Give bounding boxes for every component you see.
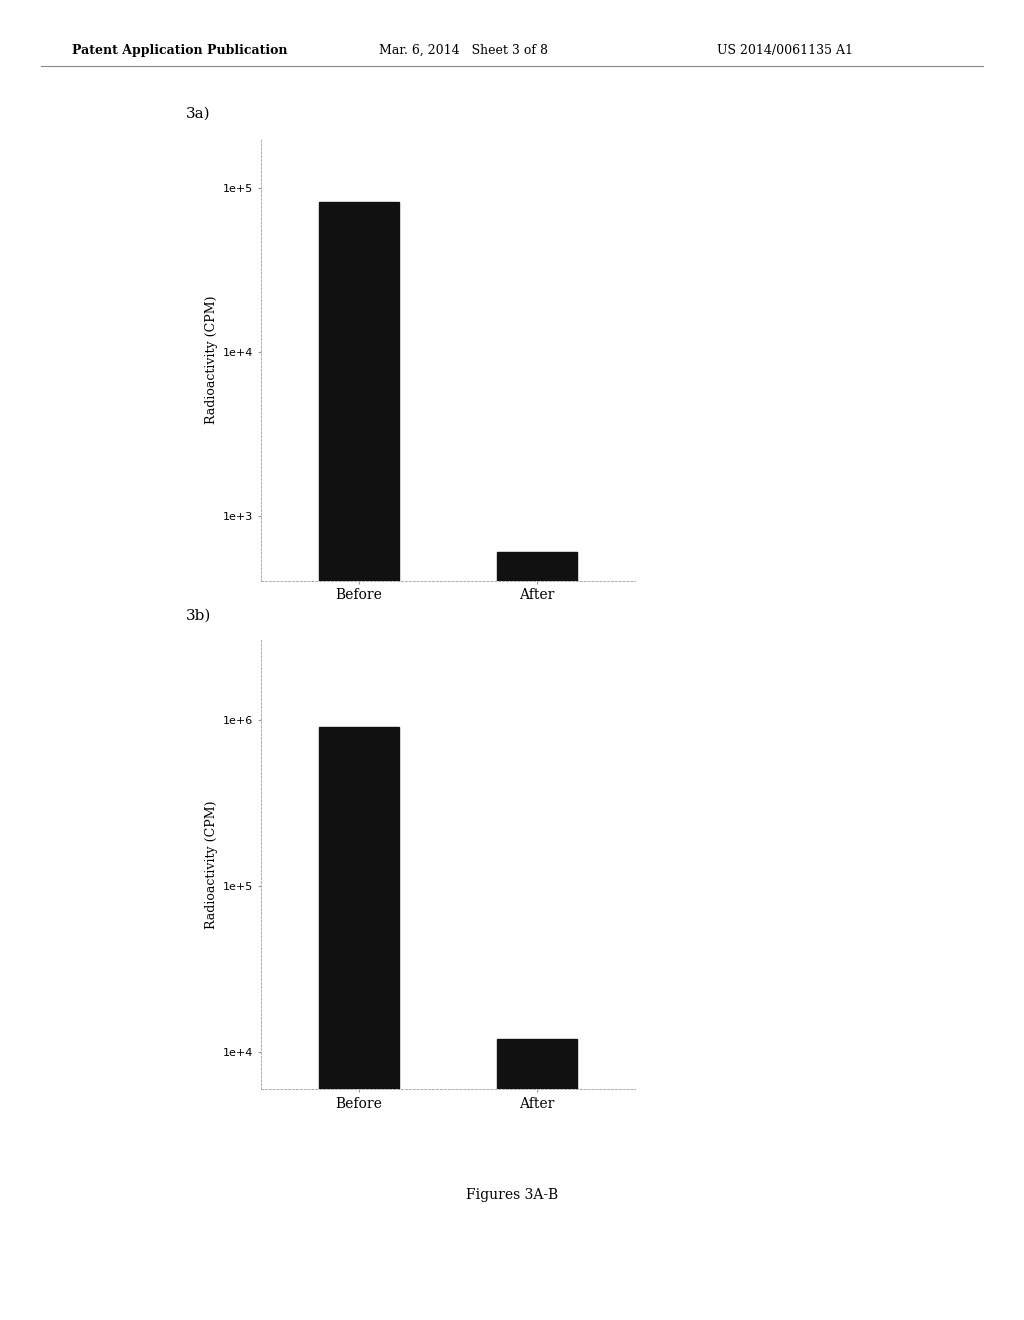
Text: 3b): 3b) [186,609,212,622]
Text: Patent Application Publication: Patent Application Publication [72,44,287,57]
Text: Mar. 6, 2014   Sheet 3 of 8: Mar. 6, 2014 Sheet 3 of 8 [379,44,548,57]
Y-axis label: Radioactivity (CPM): Radioactivity (CPM) [205,800,217,929]
Text: 3a): 3a) [186,107,211,121]
Y-axis label: Radioactivity (CPM): Radioactivity (CPM) [205,296,217,424]
Bar [318,727,399,1320]
Bar [497,552,578,1320]
Text: Figures 3A-B: Figures 3A-B [466,1188,558,1201]
Text: US 2014/0061135 A1: US 2014/0061135 A1 [717,44,853,57]
Bar [497,1039,578,1320]
Bar [318,202,399,1320]
